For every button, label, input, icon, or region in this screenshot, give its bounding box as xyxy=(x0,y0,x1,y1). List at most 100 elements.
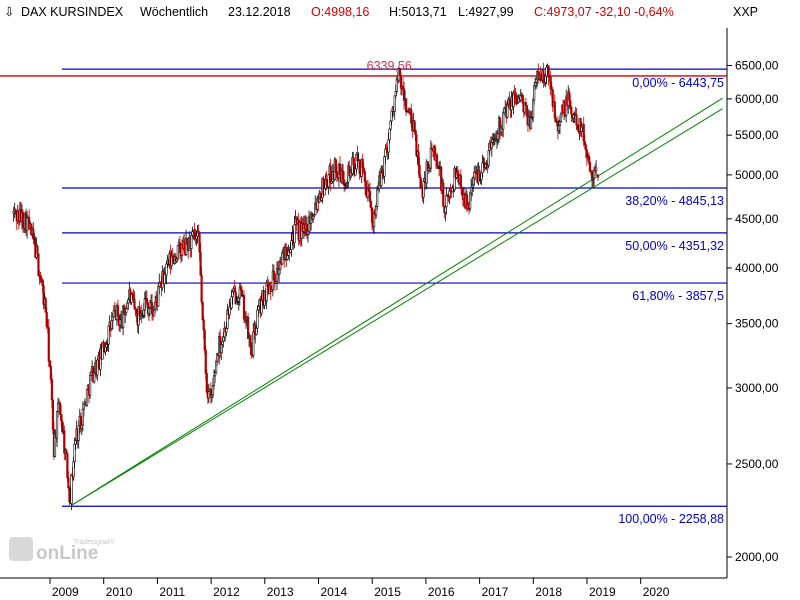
candle-body xyxy=(418,164,421,178)
candle-body xyxy=(21,212,25,227)
tradesignal-logo: onLine Tradesignal® xyxy=(9,537,115,564)
candle-body xyxy=(570,106,573,115)
candle-body xyxy=(338,163,342,176)
candle-body xyxy=(576,124,579,129)
candle-body xyxy=(583,140,586,146)
candle-body xyxy=(320,197,323,201)
candle-body xyxy=(554,117,557,122)
candle-body xyxy=(503,107,506,114)
candle-body xyxy=(125,308,128,314)
x-tick-label: 2011 xyxy=(159,585,185,599)
candle-body xyxy=(341,170,345,181)
candle-body xyxy=(469,192,472,209)
candle-body xyxy=(132,294,135,300)
candle-body xyxy=(204,349,207,374)
trend-line xyxy=(69,108,723,507)
candle-body xyxy=(289,249,292,253)
candle-body xyxy=(524,102,527,106)
x-tick-label: 2013 xyxy=(267,585,294,599)
trend-line xyxy=(69,97,723,507)
y-tick-label: 4500,00 xyxy=(735,212,779,226)
fib-level-label: 38,20% - 4845,13 xyxy=(625,194,724,208)
candle-body xyxy=(471,184,474,188)
x-tick-label: 2020 xyxy=(643,585,670,599)
candle-body xyxy=(533,85,536,101)
candle-body xyxy=(312,215,315,220)
candle-body xyxy=(521,94,524,104)
candle-body xyxy=(88,374,92,396)
candle-body xyxy=(388,128,391,141)
candle-body xyxy=(239,286,242,291)
header-close-change: C:4973,07 -32,10 -0,64% xyxy=(534,5,674,19)
candle-body xyxy=(171,255,174,259)
candle-body xyxy=(176,244,179,260)
fib-level-label: 50,00% - 4351,32 xyxy=(625,239,724,253)
candle-body xyxy=(343,179,346,186)
candle-body xyxy=(384,148,387,158)
candle-body xyxy=(73,443,76,462)
x-tick-label: 2017 xyxy=(482,585,509,599)
candle-body xyxy=(85,389,89,406)
candle-body xyxy=(126,302,129,309)
candle-body xyxy=(376,189,379,207)
axis-unit-label: XXP xyxy=(733,5,758,19)
candle-body xyxy=(413,120,416,131)
candle-body xyxy=(135,309,138,315)
candle-body xyxy=(60,414,63,422)
candle-body xyxy=(525,105,529,117)
candle-body xyxy=(532,99,535,118)
candle-body xyxy=(444,206,447,213)
header-interval: Wöchentlich xyxy=(140,5,208,19)
candle-body xyxy=(568,91,571,101)
candle-body xyxy=(211,385,215,396)
candle-body xyxy=(200,274,203,303)
candle-body xyxy=(116,305,120,317)
candlestick-series xyxy=(12,62,600,510)
candle-body xyxy=(104,346,107,352)
candle-body xyxy=(535,78,538,83)
candle-body xyxy=(490,142,493,149)
candle-body xyxy=(44,298,47,313)
candle-body xyxy=(545,66,548,77)
candle-body xyxy=(393,95,396,112)
y-tick-label: 3500,00 xyxy=(735,317,779,331)
candle-body xyxy=(542,70,545,82)
header-instrument: DAX KURSINDEX xyxy=(21,5,124,19)
candle-body xyxy=(363,170,366,182)
x-tick-label: 2010 xyxy=(106,585,133,599)
candle-body xyxy=(370,207,374,224)
candle-body xyxy=(41,281,44,287)
candle-body xyxy=(39,275,42,281)
candle-body xyxy=(233,288,236,293)
candle-body xyxy=(199,251,202,276)
candle-body xyxy=(165,263,168,276)
candle-body xyxy=(225,328,228,333)
candle-body xyxy=(419,177,422,188)
candle-body xyxy=(325,179,328,186)
y-axis-ticks: 2000,00 2500,00 3000,00 3500,00 4000,00 4500,… xyxy=(727,59,779,564)
candle-body xyxy=(50,379,53,401)
header-arrow-icon: ⇩ xyxy=(4,5,14,19)
candle-body xyxy=(595,167,598,172)
candle-body xyxy=(25,217,29,231)
candle-body xyxy=(157,286,160,307)
candle-body xyxy=(63,430,66,454)
candle-body xyxy=(49,366,52,380)
candle-body xyxy=(417,151,420,166)
candle-body xyxy=(401,85,405,90)
candle-body xyxy=(130,293,133,303)
candle-body xyxy=(147,307,151,315)
candle-body xyxy=(51,399,55,430)
candle-body xyxy=(422,181,425,198)
candle-body xyxy=(547,65,550,78)
candle-body xyxy=(404,98,408,112)
fibonacci-levels: 0,00% - 6443,75 38,20% - 4845,13 50,00% - … xyxy=(62,68,727,526)
candle-body xyxy=(502,112,505,130)
fib-level-label: 61,80% - 3857,5 xyxy=(632,289,724,303)
candle-body xyxy=(72,461,75,478)
candle-body xyxy=(191,231,194,236)
candle-body xyxy=(255,327,258,335)
candle-body xyxy=(293,224,296,243)
candle-body xyxy=(202,319,205,331)
